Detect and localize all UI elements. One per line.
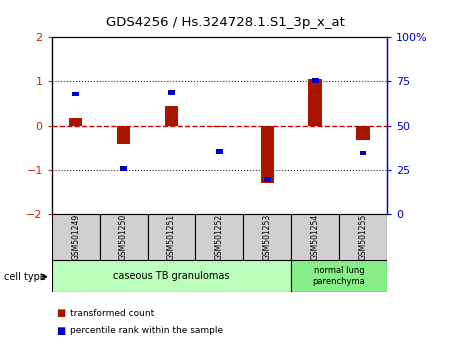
- Bar: [339, 214, 387, 260]
- Bar: [117, 126, 130, 144]
- Bar: [52, 260, 291, 292]
- Text: GSM501255: GSM501255: [359, 214, 368, 260]
- Bar: [213, 126, 226, 127]
- Text: caseous TB granulomas: caseous TB granulomas: [113, 271, 230, 281]
- Bar: [195, 214, 243, 260]
- Text: GDS4256 / Hs.324728.1.S1_3p_x_at: GDS4256 / Hs.324728.1.S1_3p_x_at: [106, 16, 344, 29]
- Bar: [52, 214, 99, 260]
- Text: GSM501253: GSM501253: [263, 214, 272, 260]
- Text: ■: ■: [56, 308, 66, 318]
- Text: transformed count: transformed count: [70, 309, 154, 318]
- Bar: [312, 78, 319, 83]
- Text: cell type: cell type: [4, 272, 46, 282]
- Text: ■: ■: [56, 326, 66, 336]
- Bar: [356, 126, 370, 140]
- Text: GSM501250: GSM501250: [119, 214, 128, 260]
- Bar: [291, 260, 387, 292]
- Bar: [165, 106, 178, 126]
- Text: GSM501249: GSM501249: [71, 214, 80, 260]
- Text: GSM501252: GSM501252: [215, 214, 224, 260]
- Bar: [120, 166, 127, 171]
- Bar: [148, 214, 195, 260]
- Bar: [308, 79, 322, 126]
- Bar: [72, 92, 79, 96]
- Bar: [99, 214, 148, 260]
- Bar: [69, 118, 82, 126]
- Bar: [264, 177, 270, 182]
- Bar: [360, 151, 366, 155]
- Text: GSM501254: GSM501254: [310, 214, 320, 260]
- Text: GSM501251: GSM501251: [167, 214, 176, 260]
- Text: percentile rank within the sample: percentile rank within the sample: [70, 326, 223, 336]
- Bar: [291, 214, 339, 260]
- Bar: [261, 126, 274, 183]
- Bar: [216, 149, 223, 154]
- Bar: [168, 90, 175, 95]
- Text: normal lung
parenchyma: normal lung parenchyma: [313, 267, 365, 286]
- Bar: [243, 214, 291, 260]
